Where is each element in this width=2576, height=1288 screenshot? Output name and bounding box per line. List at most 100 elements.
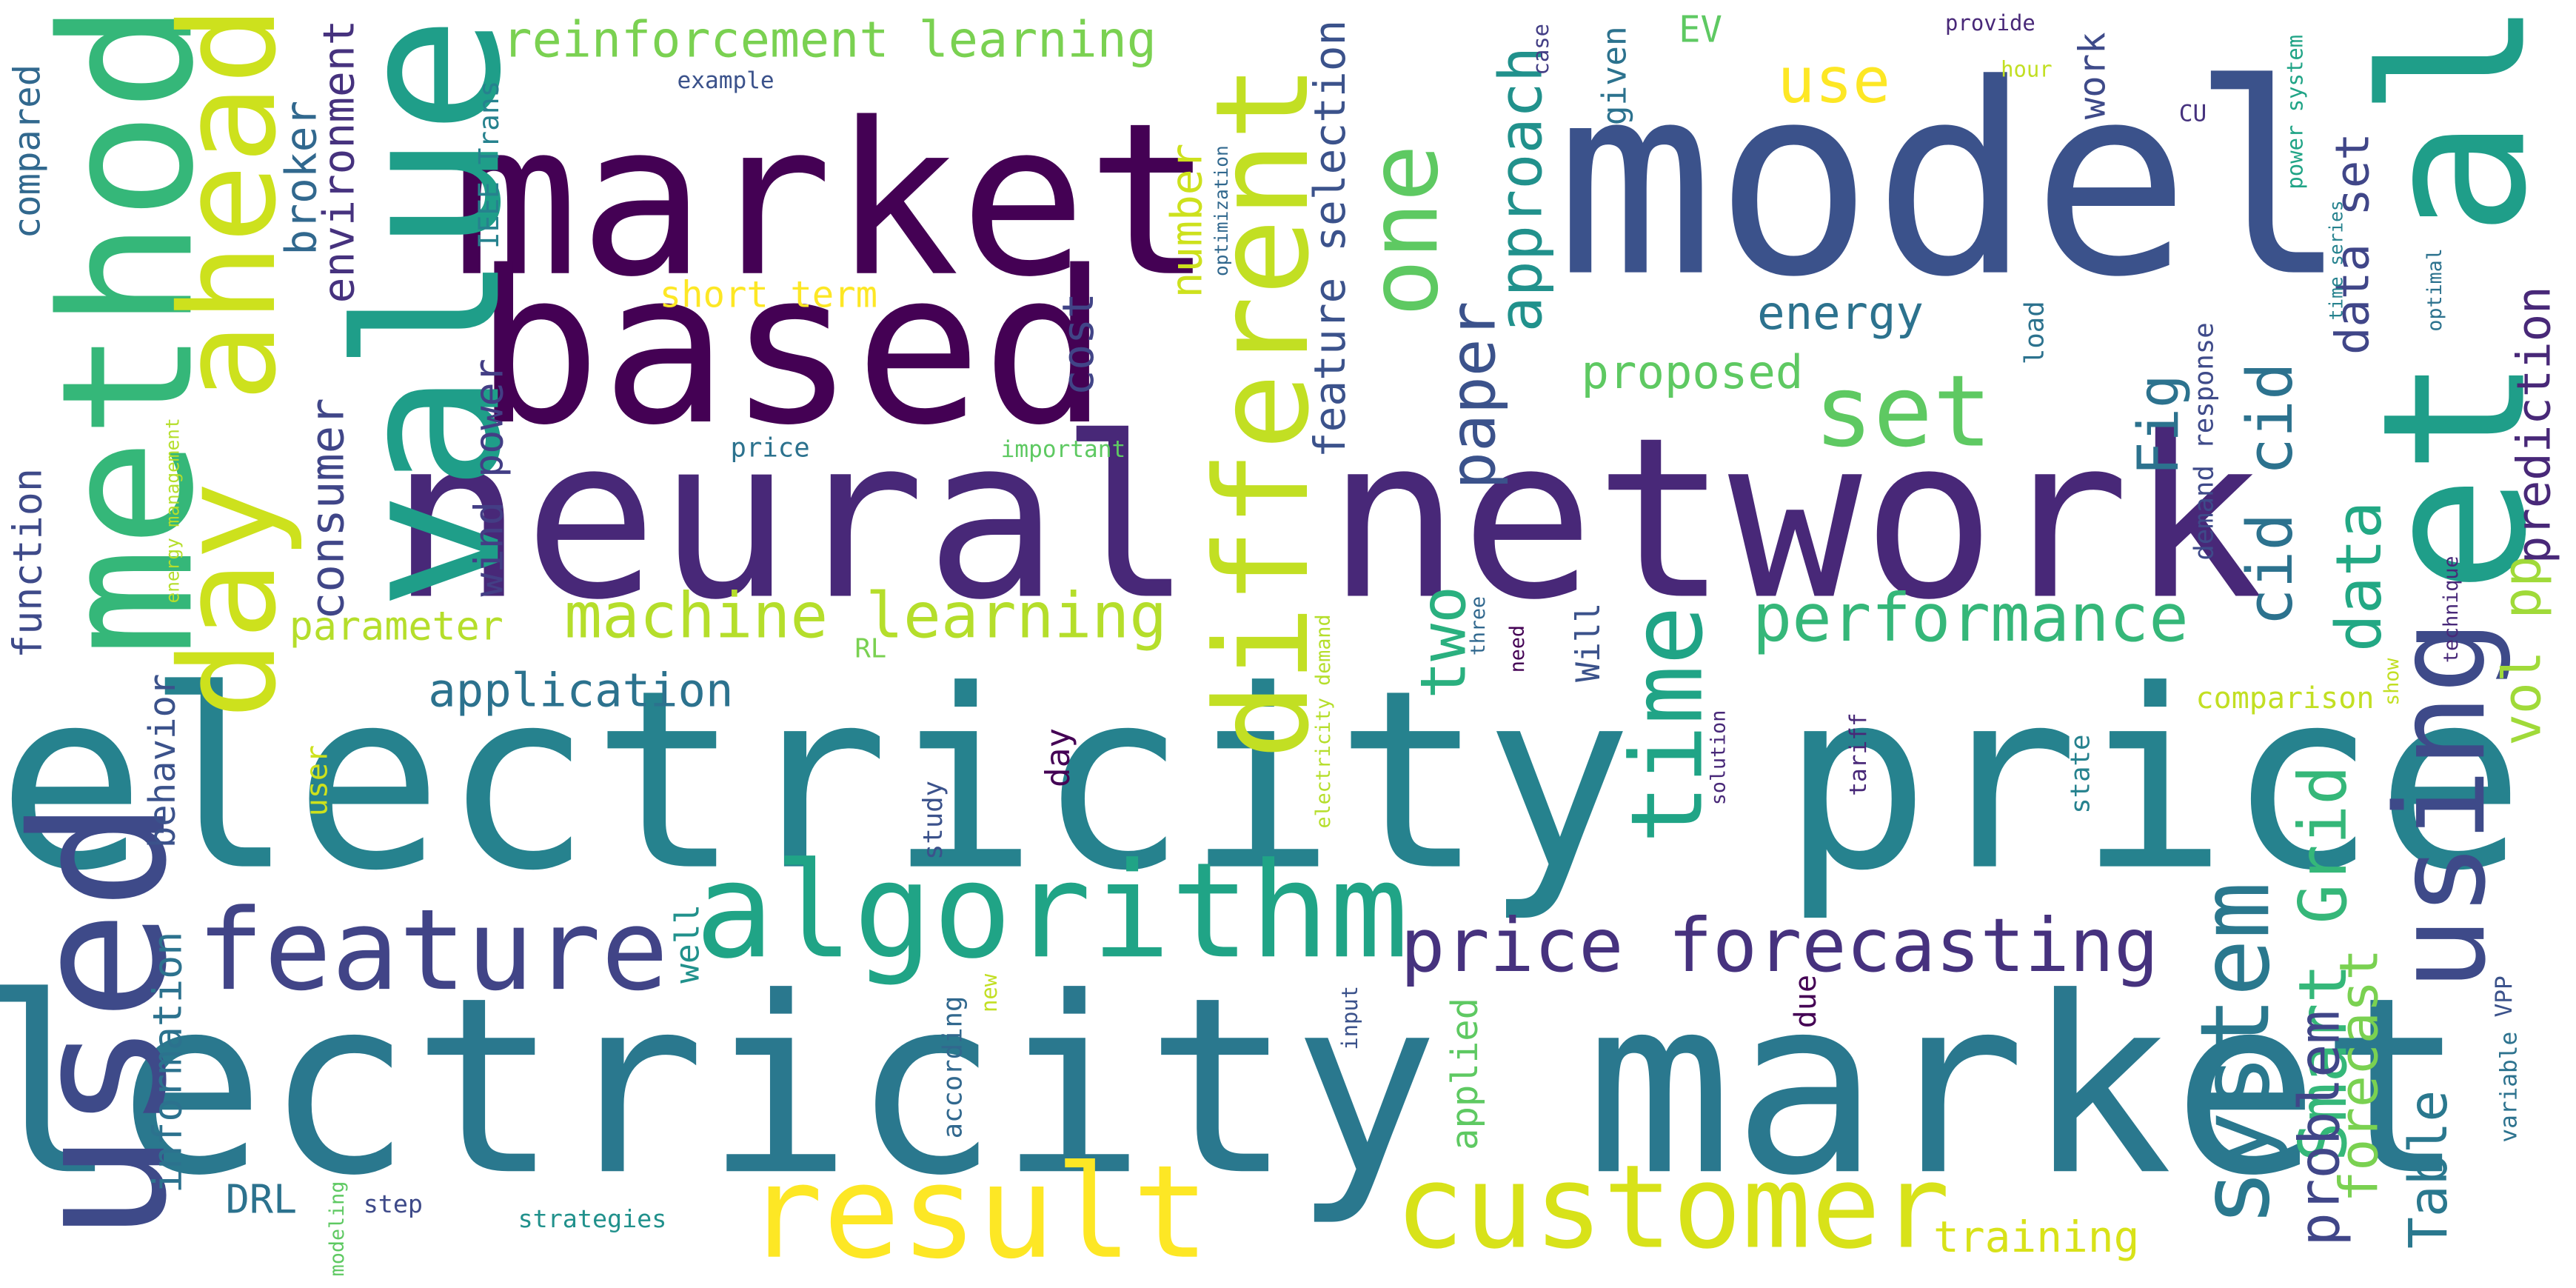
word: function	[4, 468, 51, 658]
word: information	[144, 932, 191, 1193]
word: consumer	[300, 398, 354, 620]
word: machine learning	[564, 580, 1167, 653]
word: approach	[1487, 47, 1556, 333]
word: electricity price	[0, 637, 2525, 925]
word: different	[1188, 64, 1337, 760]
word: EV	[1679, 9, 1722, 51]
word: prediction	[2506, 286, 2560, 564]
word: comparison	[2196, 681, 2375, 715]
word: feature selection	[1305, 20, 1355, 458]
word: model	[1556, 28, 2349, 335]
word: Will	[1570, 603, 1608, 682]
word: environment	[313, 20, 364, 304]
word: problem	[2287, 1010, 2352, 1247]
word: show	[2381, 658, 2403, 706]
word: two	[1408, 586, 1480, 699]
word: one	[1348, 144, 1459, 317]
word: vol pp	[2492, 555, 2553, 746]
word: used	[0, 799, 207, 1244]
word: example	[677, 67, 774, 94]
word: training	[1933, 1212, 2139, 1262]
word: algorithm	[695, 834, 1408, 987]
word: energy management	[161, 418, 183, 603]
word: load	[2019, 301, 2050, 364]
word: solution	[1707, 710, 1730, 805]
word: performance	[1753, 579, 2189, 656]
word: important	[1001, 436, 1126, 463]
word: Fig	[2126, 374, 2191, 476]
word: well	[669, 904, 706, 984]
word: system	[2180, 881, 2291, 1227]
word: forecast	[2329, 949, 2390, 1203]
word: optimization	[1211, 145, 1232, 276]
word: RL	[854, 634, 886, 664]
word: VPP	[2491, 975, 2518, 1017]
word: applied	[1444, 998, 1486, 1150]
word: Table	[2398, 1090, 2459, 1249]
word: step	[364, 1189, 423, 1218]
word: price	[731, 433, 810, 463]
word: technique	[2440, 556, 2463, 664]
word: paper	[1437, 301, 1510, 490]
word: due	[1789, 975, 1823, 1028]
word: compared	[7, 64, 49, 239]
word: state	[2066, 735, 2096, 814]
word: application	[428, 663, 733, 717]
word: energy	[1757, 286, 1924, 340]
word: DRL	[226, 1175, 297, 1222]
word: electricity market	[0, 945, 2466, 1229]
word: broker	[275, 101, 326, 256]
word: et al	[2340, 0, 2570, 594]
word: market	[452, 79, 1214, 324]
word: cid cid	[2234, 362, 2306, 626]
word: IEEE Trans	[472, 81, 505, 250]
word: hour	[2001, 56, 2053, 81]
word: using	[2369, 619, 2513, 991]
word: data	[2323, 501, 2395, 652]
word: number	[1162, 144, 1212, 298]
word: new	[977, 973, 1002, 1012]
word: given	[1596, 26, 1633, 125]
word: input	[1337, 986, 1362, 1050]
word: optimal	[2423, 248, 2446, 331]
word: power system	[2282, 35, 2307, 190]
word: price forecasting	[1400, 902, 2158, 989]
word: according	[937, 996, 968, 1139]
word: study	[918, 781, 949, 860]
word: behavior	[141, 674, 184, 849]
word: parameter	[290, 603, 504, 650]
word: CU	[2179, 100, 2207, 127]
word: method	[22, 2, 233, 657]
word: demand response	[2189, 322, 2220, 560]
word: provide	[1945, 10, 2035, 36]
word: short term	[660, 274, 877, 316]
word: wind power	[465, 358, 512, 596]
word: proposed	[1582, 345, 1804, 399]
word: time	[1610, 606, 1725, 844]
word: variable	[2495, 1032, 2522, 1143]
word: use	[1777, 44, 1890, 117]
word: Smart Grid	[2284, 765, 2361, 1161]
word: case	[1528, 24, 1553, 76]
word: three	[1467, 596, 1490, 655]
word: tariff	[1845, 713, 1872, 795]
word: based	[475, 227, 1109, 472]
word: neural network	[390, 389, 2264, 648]
word: time series	[2325, 200, 2346, 320]
word: user	[301, 745, 335, 816]
word: value	[314, 16, 544, 610]
word: set	[1814, 354, 1993, 469]
word: strategies	[518, 1204, 667, 1233]
word: day ahead	[152, 5, 305, 719]
word: result	[746, 1138, 1210, 1287]
word: day	[1040, 728, 1077, 787]
word: modeling	[326, 1181, 349, 1276]
word: reinforcement learning	[502, 10, 1157, 68]
word: work	[2071, 32, 2113, 119]
word: customer	[1395, 1141, 1950, 1275]
word: need	[1506, 625, 1529, 673]
word: data set	[2326, 133, 2380, 355]
word: feature	[197, 885, 669, 1015]
word: cost	[1053, 293, 1103, 396]
